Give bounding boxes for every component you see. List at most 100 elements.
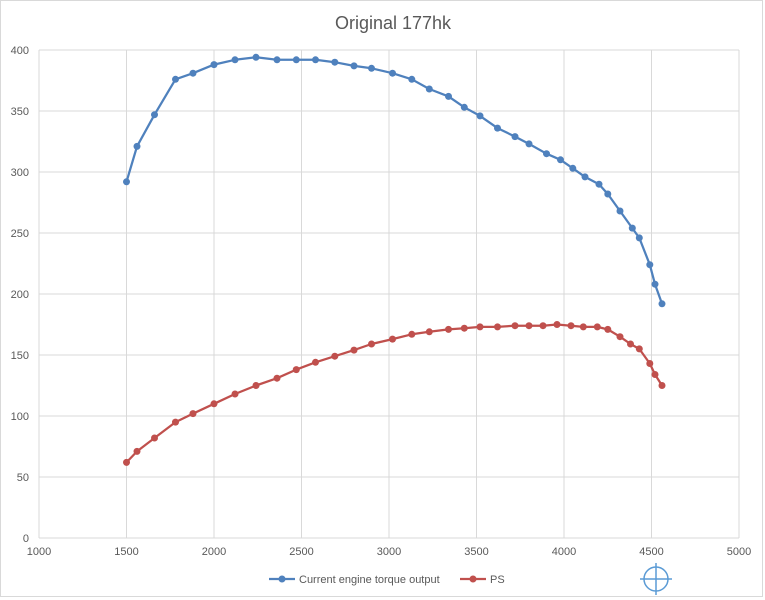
series-torque <box>123 53 666 308</box>
data-point <box>635 345 643 353</box>
series-line <box>125 323 663 464</box>
data-point <box>539 322 547 330</box>
data-point <box>133 142 141 150</box>
data-point <box>658 382 666 389</box>
data-point <box>635 234 643 242</box>
legend-entry: PS <box>460 574 505 586</box>
data-point <box>231 390 239 398</box>
data-point <box>273 374 281 382</box>
data-point <box>460 324 468 332</box>
data-point <box>525 322 533 330</box>
y-tick-label: 100 <box>11 411 29 423</box>
data-point <box>460 103 468 111</box>
data-point <box>350 346 358 354</box>
legend-entry: Current engine torque output <box>269 574 440 586</box>
data-point <box>408 330 416 338</box>
legend-swatch-marker <box>278 575 286 583</box>
data-point <box>543 150 550 158</box>
data-point <box>172 75 179 83</box>
y-tick-label: 150 <box>11 350 29 362</box>
data-point <box>273 56 281 64</box>
legend-label: Current engine torque output <box>299 574 440 586</box>
x-tick-label: 2500 <box>289 546 313 558</box>
data-point <box>445 325 452 333</box>
data-point <box>252 382 260 389</box>
chart-title: Original 177hk <box>335 13 452 33</box>
data-point <box>189 410 197 418</box>
data-point <box>425 85 433 93</box>
data-point <box>151 111 158 119</box>
data-point <box>389 335 396 343</box>
data-point <box>350 62 358 70</box>
y-tick-label: 250 <box>11 228 29 240</box>
data-point <box>511 133 519 141</box>
data-point <box>189 69 197 77</box>
data-point <box>123 178 130 186</box>
series-layer <box>123 53 666 466</box>
data-point <box>331 58 339 66</box>
data-point <box>368 340 375 348</box>
x-tick-label: 2000 <box>202 546 226 558</box>
y-tick-label: 0 <box>23 533 29 545</box>
data-point <box>525 140 533 148</box>
legend: Current engine torque output PS <box>269 574 505 586</box>
data-point <box>511 322 519 330</box>
data-point <box>445 92 452 100</box>
x-tick-label: 5000 <box>727 546 751 558</box>
y-tick-label: 300 <box>11 167 29 179</box>
data-point <box>252 53 260 61</box>
data-point <box>172 418 179 426</box>
data-point <box>627 340 634 348</box>
data-point <box>604 190 612 198</box>
x-tick-label: 3500 <box>464 546 488 558</box>
data-point <box>408 75 416 83</box>
x-tick-label: 1000 <box>27 546 51 558</box>
gridlines <box>38 49 740 539</box>
data-point <box>292 56 300 64</box>
x-tick-label: 3000 <box>377 546 401 558</box>
series-line <box>125 56 664 305</box>
data-point <box>593 323 601 331</box>
data-point <box>494 323 501 331</box>
data-point <box>616 333 624 341</box>
data-point <box>425 328 433 336</box>
data-point <box>628 224 636 232</box>
data-point <box>476 112 484 120</box>
legend-label: PS <box>490 574 505 586</box>
x-tick-label: 4500 <box>639 546 663 558</box>
data-point <box>476 323 484 331</box>
data-point <box>616 207 624 215</box>
data-point <box>151 434 158 442</box>
data-point <box>595 180 603 188</box>
data-point <box>579 323 587 331</box>
data-point <box>553 321 561 328</box>
data-point <box>312 56 319 64</box>
data-point <box>210 61 218 69</box>
data-point <box>646 360 654 367</box>
data-point <box>292 366 300 374</box>
data-point <box>210 400 218 408</box>
data-point <box>494 124 501 132</box>
y-tick-label: 50 <box>17 472 29 484</box>
y-tick-label: 200 <box>11 289 29 301</box>
data-point <box>658 300 666 308</box>
y-tick-label: 350 <box>11 106 29 118</box>
data-point <box>368 64 375 72</box>
x-tick-label: 1500 <box>114 546 138 558</box>
axes: 0 50 100 150 200 250 300 350 400 1000 1500 2000 2500… <box>11 45 752 558</box>
data-point <box>651 280 659 288</box>
plus-circle-watermark-icon <box>640 563 672 595</box>
data-point <box>312 358 319 366</box>
legend-swatch-marker <box>469 575 477 583</box>
x-tick-label: 4000 <box>552 546 576 558</box>
data-point <box>651 371 659 378</box>
data-point <box>231 56 239 64</box>
data-point <box>123 458 130 466</box>
data-point <box>604 325 612 333</box>
data-point <box>557 156 564 164</box>
data-point <box>567 322 575 330</box>
series-ps <box>123 321 666 466</box>
data-point <box>569 164 577 172</box>
